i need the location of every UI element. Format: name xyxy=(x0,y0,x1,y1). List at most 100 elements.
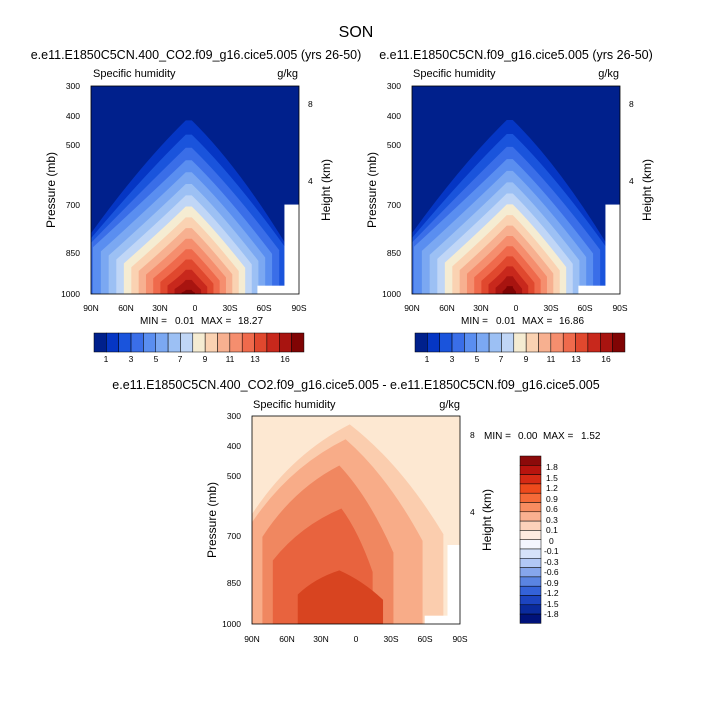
colorbar-swatch xyxy=(519,474,542,485)
colorbar-label: 16 xyxy=(280,354,290,364)
right-tick-label: 8 xyxy=(629,99,634,109)
colorbar-label: 9 xyxy=(524,354,529,364)
colorbar-swatch xyxy=(519,548,542,559)
contour-fill xyxy=(412,120,620,295)
colorbar-label: 16 xyxy=(601,354,611,364)
y-tick-label: 850 xyxy=(387,248,401,258)
colorbar-swatch xyxy=(266,332,280,353)
x-tick-label: 60S xyxy=(417,634,432,644)
y-axis-title: Pressure (mb) xyxy=(44,152,58,228)
right-tick-label: 4 xyxy=(629,176,634,186)
y-tick-label: 400 xyxy=(387,111,401,121)
contour-band xyxy=(181,289,195,294)
colorbar-swatch xyxy=(279,332,292,353)
min-max-stats: MIN = 0.01 MAX = 16.86 xyxy=(461,316,584,327)
colorbar-swatch xyxy=(488,332,502,353)
x-tick-label: 0 xyxy=(354,634,359,644)
y-tick-label: 850 xyxy=(227,578,241,588)
min-max-stats: MIN = 0.01 MAX = 18.27 xyxy=(140,316,263,327)
y-tick-label: 700 xyxy=(227,531,241,541)
colorbar-swatch xyxy=(519,455,542,466)
min-value: 0.01 xyxy=(175,316,195,327)
colorbar-label: -1.8 xyxy=(544,609,559,619)
contour-band xyxy=(174,279,202,294)
y-tick-label: 700 xyxy=(66,200,80,210)
colorbar-label: 1.5 xyxy=(546,473,558,483)
y-axis-title: Pressure (mb) xyxy=(365,152,379,228)
colorbar-swatch xyxy=(525,332,539,353)
colorbar-swatch xyxy=(204,332,218,353)
colorbar-label: 1 xyxy=(425,354,430,364)
x-tick-label: 30N xyxy=(473,303,489,313)
colorbar-labels: 1 3 5 7 9 11 13 16 xyxy=(104,354,290,364)
colorbar-label: 1.8 xyxy=(546,462,558,472)
y-tick-label: 300 xyxy=(387,81,401,91)
colorbar-swatch xyxy=(519,530,542,540)
colorbar-swatch xyxy=(519,576,542,587)
panel-title: e.e11.E1850C5CN.400_CO2.f09_g16.cice5.00… xyxy=(112,378,599,392)
plot-frame xyxy=(251,415,461,625)
x-tick-label: 90S xyxy=(612,303,627,313)
colorbar-swatch xyxy=(192,332,206,353)
x-tick-label: 60N xyxy=(439,303,455,313)
right-tick-label: 8 xyxy=(308,99,313,109)
colorbar-swatch xyxy=(519,511,542,522)
units-label: g/kg xyxy=(598,68,619,80)
colorbar-label: 7 xyxy=(499,354,504,364)
missing-data-region xyxy=(424,615,460,624)
colorbar-swatch xyxy=(155,332,169,353)
colorbar-label: 11 xyxy=(226,354,235,364)
colorbar-swatch xyxy=(600,332,613,353)
x-tick-label: 90N xyxy=(404,303,420,313)
x-tick-label: 60N xyxy=(279,634,295,644)
x-tick-label: 90N xyxy=(244,634,260,644)
colorbar-swatch xyxy=(464,332,477,353)
colorbar-swatch xyxy=(451,332,465,353)
colorbar-label: 3 xyxy=(450,354,455,364)
colorbar-swatch xyxy=(414,332,428,353)
colorbar-swatch xyxy=(538,332,552,353)
colorbar-label: 13 xyxy=(571,354,581,364)
y-tick-label: 1000 xyxy=(61,289,80,299)
max-value: 18.27 xyxy=(238,316,263,327)
colorbar-label: 0.3 xyxy=(546,515,558,525)
colorbar-label: 0.9 xyxy=(546,494,558,504)
colorbar-swatch xyxy=(291,332,305,353)
missing-data-region xyxy=(605,204,620,294)
colorbar-swatch xyxy=(93,332,107,353)
panel-title: e.e11.E1850C5CN.400_CO2.f09_g16.cice5.00… xyxy=(31,48,362,62)
colorbar-labels: 1 3 5 7 9 11 13 16 xyxy=(425,354,611,364)
colorbar-swatch xyxy=(229,332,243,353)
x-tick-label: 90S xyxy=(291,303,306,313)
colorbar-label: -1.5 xyxy=(544,599,559,609)
x-tick-labels: 90N 60N 30N 0 30S 60S 90S xyxy=(404,303,628,313)
colorbar xyxy=(414,332,626,353)
colorbar-swatch xyxy=(130,332,144,353)
y-tick-labels: 300 400 500 700 850 1000 xyxy=(222,411,241,629)
x-tick-label: 0 xyxy=(193,303,198,313)
colorbar-swatch xyxy=(519,483,542,494)
colorbar-swatch xyxy=(519,585,542,596)
missing-data-region xyxy=(578,285,620,294)
x-tick-label: 30S xyxy=(543,303,558,313)
max-value: 1.52 xyxy=(581,431,601,442)
colorbar-label: -0.9 xyxy=(544,578,559,588)
y-tick-label: 500 xyxy=(387,140,401,150)
colorbar xyxy=(93,332,305,353)
left-label: Specific humidity xyxy=(253,399,336,411)
right-tick-label: 8 xyxy=(470,430,475,440)
y-tick-label: 300 xyxy=(66,81,80,91)
colorbar-swatch xyxy=(519,539,542,550)
colorbar-label: -0.3 xyxy=(544,557,559,567)
right-axis-title: Height (km) xyxy=(319,159,333,221)
x-tick-label: 0 xyxy=(514,303,519,313)
colorbar-label: -0.6 xyxy=(544,567,559,577)
colorbar-swatch xyxy=(612,332,626,353)
max-label: MAX = xyxy=(543,431,573,442)
x-tick-label: 30S xyxy=(383,634,398,644)
x-tick-label: 30S xyxy=(222,303,237,313)
panel-title: e.e11.E1850C5CN.f09_g16.cice5.005 (yrs 2… xyxy=(379,48,653,62)
colorbar-label: 3 xyxy=(129,354,134,364)
plot-frame xyxy=(90,85,300,295)
